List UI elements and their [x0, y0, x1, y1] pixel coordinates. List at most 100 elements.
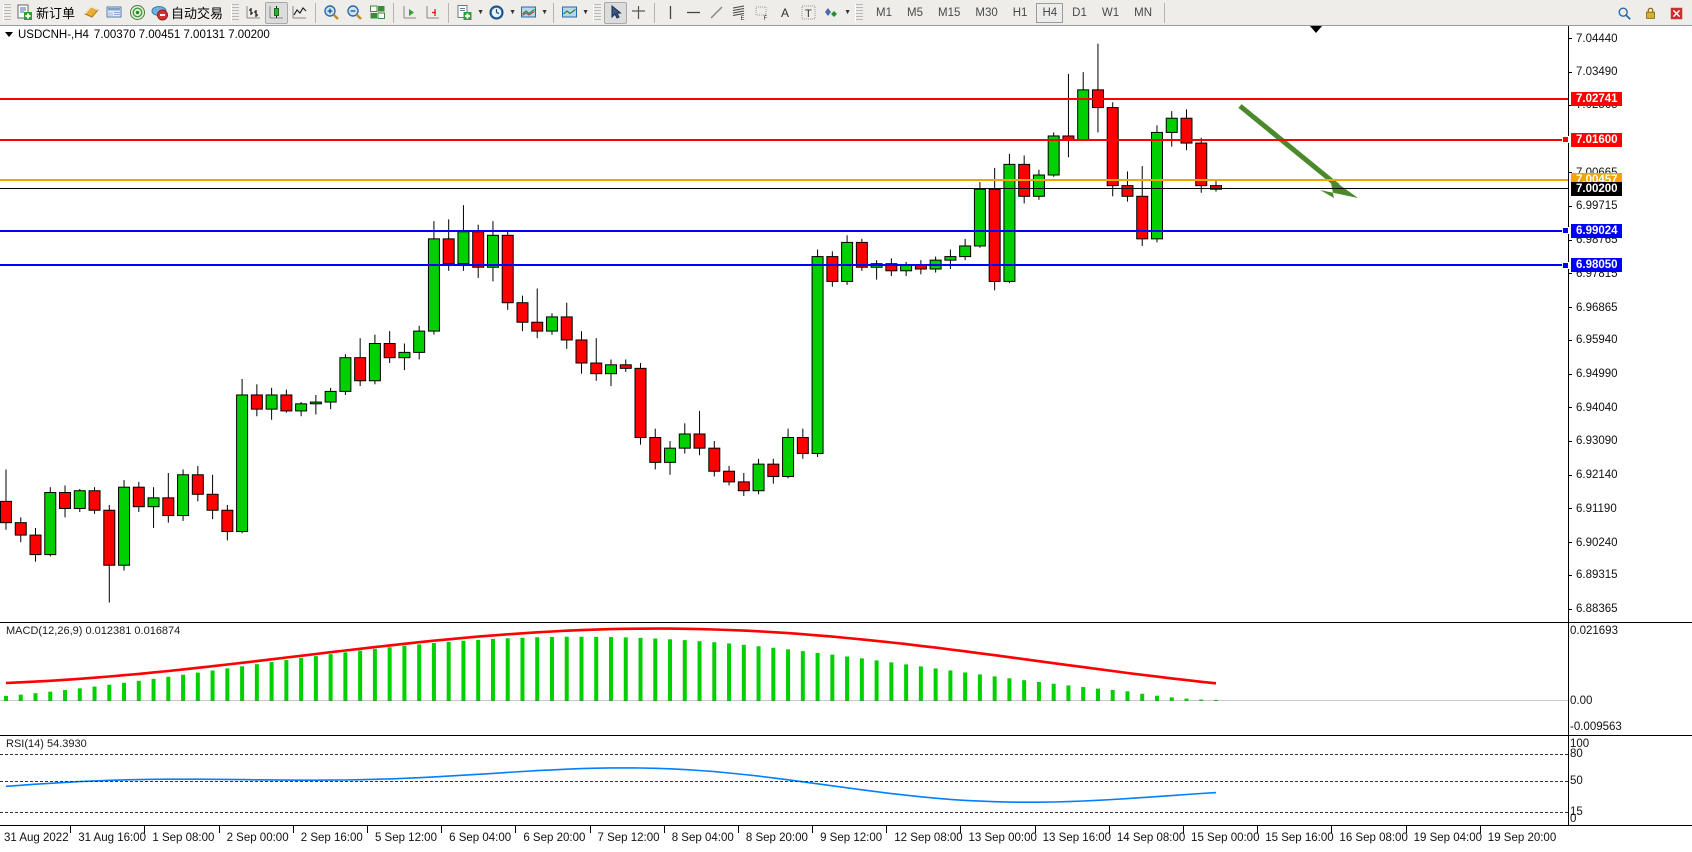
toolbar-separator-4 [553, 2, 555, 23]
time-axis-tick [144, 826, 146, 833]
tile-windows-button[interactable] [366, 2, 389, 24]
timeframe-m1[interactable]: M1 [876, 6, 893, 19]
channel-button[interactable]: F [751, 2, 774, 24]
zoom-in-button[interactable] [320, 2, 343, 24]
price-tag-last-price[interactable]: 7.00200 [1571, 182, 1622, 197]
indicators-button[interactable] [453, 2, 476, 24]
bar-chart-button[interactable] [242, 2, 265, 24]
price-tick-mark [1568, 273, 1572, 275]
fibonacci-button[interactable]: E [728, 2, 751, 24]
toolbar-grip[interactable] [3, 3, 11, 22]
time-axis-label: 13 Sep 16:00 [1042, 832, 1112, 844]
time-axis-tick [1331, 826, 1333, 833]
svg-text:T: T [805, 8, 812, 20]
price-plot-canvas[interactable] [0, 26, 1568, 622]
price-tick-mark [1568, 608, 1572, 610]
level-line-bid-line[interactable] [0, 179, 1568, 182]
templates-button[interactable] [517, 2, 540, 24]
macd-scale-label: 0.00 [1570, 694, 1593, 707]
templates-dropdown-arrow[interactable]: ▼ [541, 9, 548, 16]
auto-scroll-button[interactable] [398, 2, 421, 24]
price-tag-support-lower[interactable]: 6.98050 [1571, 258, 1622, 273]
zoom-out-button[interactable] [343, 2, 366, 24]
terminal-button[interactable] [103, 2, 126, 24]
level-line-support-lower[interactable] [0, 264, 1568, 267]
price-pane[interactable]: USDCNH-,H4 7.00370 7.00451 7.00131 7.002… [0, 26, 1692, 622]
time-axis-tick [1405, 826, 1407, 833]
timeframe-m30[interactable]: M30 [975, 6, 998, 19]
time-axis-tick [1257, 826, 1259, 833]
bearish-trend-arrow[interactable] [1238, 104, 1358, 198]
time-axis-label: 19 Sep 04:00 [1413, 832, 1483, 844]
timeframe-m5[interactable]: M5 [907, 6, 923, 19]
time-axis-label: 9 Sep 12:00 [820, 832, 883, 844]
trendline-button[interactable] [705, 2, 728, 24]
price-tick-label: 6.94040 [1576, 401, 1618, 414]
auto-trading-button[interactable]: 自动交易 [149, 2, 228, 24]
price-tick-label: 6.92140 [1576, 469, 1618, 482]
horizontal-line-button[interactable] [682, 2, 705, 24]
line-chart-button[interactable] [288, 2, 311, 24]
shapes-button[interactable] [820, 2, 843, 24]
rsi-pane[interactable]: RSI(14) 54.3930 100 80 50 15 0 [0, 735, 1692, 825]
level-handle-resistance-lower[interactable] [1562, 136, 1569, 144]
toolbar-grip-4[interactable] [855, 3, 864, 22]
price-tag-support-upper[interactable]: 6.99024 [1571, 223, 1622, 238]
macd-pane[interactable]: MACD(12,26,9) 0.012381 0.016874 0.021693… [0, 622, 1692, 735]
chart-dropdown-icon[interactable] [5, 32, 13, 37]
close-button[interactable] [1665, 2, 1688, 24]
price-tick: 6.94990 [1568, 368, 1618, 380]
timeframe-w1[interactable]: W1 [1101, 6, 1120, 19]
level-handle-support-lower[interactable] [1562, 261, 1569, 269]
macd-plot-canvas [0, 627, 1568, 702]
candlestick-chart-button[interactable] [265, 1, 289, 24]
chart-area[interactable]: USDCNH-,H4 7.00370 7.00451 7.00131 7.002… [0, 26, 1692, 852]
ohlc-values: 7.00370 7.00451 7.00131 7.00200 [93, 28, 270, 41]
price-tick-label: 6.96865 [1576, 301, 1618, 314]
level-line-resistance-lower[interactable] [0, 138, 1568, 141]
search-button[interactable] [1613, 2, 1636, 24]
shapes-dropdown-arrow[interactable]: ▼ [844, 9, 851, 16]
text-button[interactable]: A [774, 2, 797, 24]
time-axis-label: 16 Sep 08:00 [1339, 832, 1408, 844]
cursor-button[interactable] [604, 1, 628, 24]
indicators-dropdown-arrow[interactable]: ▼ [477, 9, 484, 16]
price-tag-resistance-lower[interactable]: 7.01600 [1571, 132, 1622, 147]
time-axis-label: 19 Sep 20:00 [1487, 832, 1557, 844]
zoom-out-icon [346, 4, 363, 21]
macd-scale-divider [1568, 623, 1569, 735]
horizontal-line-icon [685, 4, 702, 21]
crosshair-button[interactable] [627, 2, 650, 24]
level-line-support-upper[interactable] [0, 229, 1568, 232]
signals-button[interactable] [126, 2, 149, 24]
level-handle-support-upper[interactable] [1562, 227, 1569, 235]
toolbar-grip-2[interactable] [231, 3, 240, 22]
toolbar-grip-3[interactable] [593, 3, 602, 22]
template-list-dropdown-arrow[interactable]: ▼ [582, 9, 589, 16]
time-axis-tick [292, 826, 294, 833]
rsi-scale: 100 80 50 15 0 [1568, 736, 1692, 825]
chart-shift-button[interactable] [421, 2, 444, 24]
price-scale[interactable]: 7.044407.034907.025657.006656.997156.987… [1568, 26, 1692, 622]
vertical-line-button[interactable] [659, 2, 682, 24]
timeframe-h4[interactable]: H4 [1036, 2, 1064, 23]
period-button[interactable] [485, 2, 508, 24]
timeframe-h1[interactable]: H1 [1012, 6, 1028, 19]
timeframe-mn[interactable]: MN [1134, 6, 1152, 19]
new-order-button[interactable]: 新订单 [14, 2, 80, 24]
timeframe-d1[interactable]: D1 [1072, 6, 1087, 19]
price-tick-label: 6.93090 [1576, 435, 1618, 448]
expert-advisor-button[interactable] [80, 2, 103, 24]
price-tick-mark [1568, 407, 1572, 409]
level-line-resistance-upper[interactable] [0, 98, 1568, 101]
period-dropdown-arrow[interactable]: ▼ [509, 9, 516, 16]
time-axis[interactable]: 31 Aug 2022 31 Aug 16:00 1 Sep 08:00 2 Sep … [0, 825, 1692, 852]
level-line-last-price[interactable] [0, 188, 1568, 190]
templates2-button[interactable] [558, 2, 581, 24]
lock-button[interactable] [1639, 2, 1662, 24]
price-tick-mark [1568, 104, 1572, 106]
time-axis-label: 31 Aug 16:00 [78, 832, 146, 844]
price-tag-resistance-upper[interactable]: 7.02741 [1571, 92, 1622, 107]
timeframe-m15[interactable]: M15 [938, 6, 961, 19]
text-label-button[interactable]: T [797, 2, 820, 24]
